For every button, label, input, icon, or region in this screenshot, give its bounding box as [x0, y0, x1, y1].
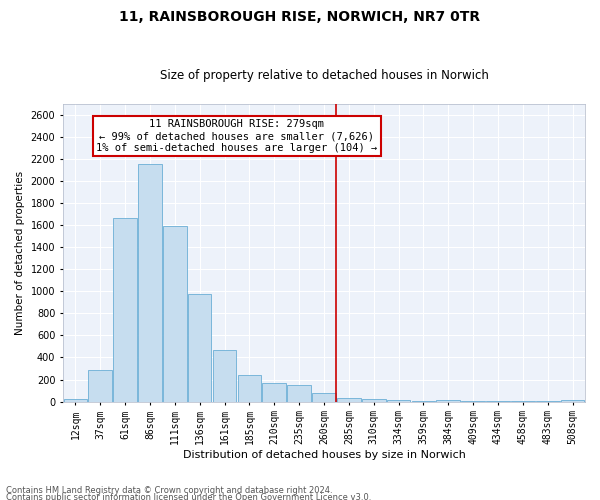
Bar [238, 375, 261, 402]
Bar [287, 385, 311, 402]
Bar [312, 392, 336, 402]
Text: Contains public sector information licensed under the Open Government Licence v3: Contains public sector information licen… [6, 494, 371, 500]
Bar [88, 370, 112, 402]
Bar [412, 401, 435, 402]
Y-axis label: Number of detached properties: Number of detached properties [15, 170, 25, 335]
Bar [64, 400, 87, 402]
X-axis label: Distribution of detached houses by size in Norwich: Distribution of detached houses by size … [182, 450, 466, 460]
Bar [561, 400, 584, 402]
Bar [362, 400, 386, 402]
Bar [337, 398, 361, 402]
Bar [511, 401, 535, 402]
Bar [188, 294, 211, 402]
Bar [262, 383, 286, 402]
Bar [461, 401, 485, 402]
Bar [113, 218, 137, 402]
Text: 11, RAINSBOROUGH RISE, NORWICH, NR7 0TR: 11, RAINSBOROUGH RISE, NORWICH, NR7 0TR [119, 10, 481, 24]
Text: 11 RAINSBOROUGH RISE: 279sqm
← 99% of detached houses are smaller (7,626)
1% of : 11 RAINSBOROUGH RISE: 279sqm ← 99% of de… [97, 120, 377, 152]
Bar [163, 226, 187, 402]
Bar [138, 164, 162, 402]
Bar [387, 400, 410, 402]
Bar [436, 400, 460, 402]
Bar [213, 350, 236, 402]
Title: Size of property relative to detached houses in Norwich: Size of property relative to detached ho… [160, 69, 488, 82]
Text: Contains HM Land Registry data © Crown copyright and database right 2024.: Contains HM Land Registry data © Crown c… [6, 486, 332, 495]
